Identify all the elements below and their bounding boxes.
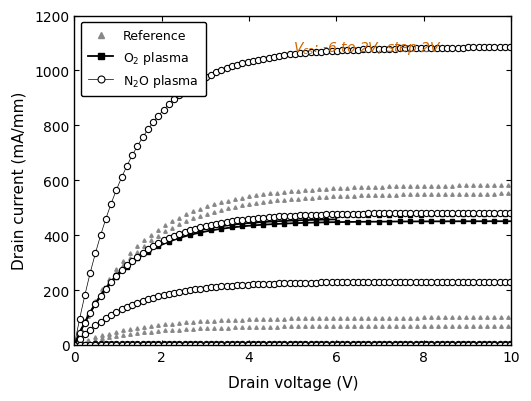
Text: V$_{cs}$: -6 to 2V, step 2V: V$_{cs}$: -6 to 2V, step 2V	[293, 40, 442, 57]
Legend: Reference, O$_2$ plasma, N$_2$O plasma: Reference, O$_2$ plasma, N$_2$O plasma	[81, 23, 206, 97]
X-axis label: Drain voltage (V): Drain voltage (V)	[227, 375, 358, 390]
Y-axis label: Drain current (mA/mm): Drain current (mA/mm)	[11, 92, 26, 270]
